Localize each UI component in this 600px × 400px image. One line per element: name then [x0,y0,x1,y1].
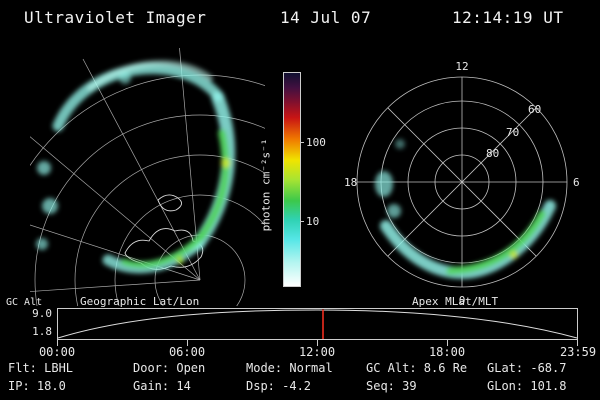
colorbar-tick-10: 10 [306,215,320,228]
status-glon: GLon: 101.8 [487,379,567,393]
status-door: Door: Open [133,361,206,375]
status-gain: Gain: 14 [133,379,191,393]
status-mode: Mode: Normal [246,361,333,375]
time-tick-0600: 06:00 [168,345,206,359]
status-dsp: Dsp: -4.2 [246,379,312,393]
status-seq: Seq: 39 [366,379,417,393]
mlat-label-70: 70 [506,126,519,139]
mlat-label-60: 60 [528,103,541,116]
gc-alt-max: 9.0 [32,307,52,320]
time-tick-0000: 00:00 [38,345,76,359]
aurora-emission-right [375,139,556,280]
colorbar-label: photon cm⁻²s⁻¹ [259,138,273,232]
plot-frame [57,308,578,340]
colorbar [283,72,301,287]
time-tick-1800: 18:00 [428,345,466,359]
mlt-label-18: 18 [344,176,357,189]
gc-alt-axis-label: GC Alt [6,297,43,308]
left-panel-caption: Geographic Lat/Lon [80,295,200,308]
image-time: 12:14:19 UT [452,8,564,27]
status-glat: GLat: -68.7 [487,361,567,375]
colorbar-tick-100: 100 [306,136,326,149]
mlat-label-80: 80 [486,147,499,160]
image-date: 14 Jul 07 [280,8,372,27]
time-tick-1200: 12:00 [298,345,336,359]
right-panel-caption: Apex MLat/MLT [412,295,499,308]
colorbar-tick-10-mark [300,221,304,222]
altitude-curve [57,309,578,339]
geographic-image [30,48,265,306]
aurora-emission-left [36,60,236,274]
mlt-label-6: 6 [573,176,580,189]
status-ip: IP: 18.0 [8,379,66,393]
apex-image: 12 18 6 0 60 70 80 [344,60,580,307]
colorbar-tick-100-mark [300,142,304,143]
orbit-altitude-plot [57,308,578,346]
status-gc-alt: GC Alt: 8.6 Re [366,361,468,375]
time-tick-2359: 23:59 [559,345,597,359]
gc-alt-min: 1.8 [32,325,52,338]
status-flt: Flt: LBHL [8,361,74,375]
time-tick-marks [57,340,578,346]
mlt-label-0: 0 [459,294,466,307]
app-title: Ultraviolet Imager [24,8,207,27]
mlt-label-12: 12 [455,60,468,73]
